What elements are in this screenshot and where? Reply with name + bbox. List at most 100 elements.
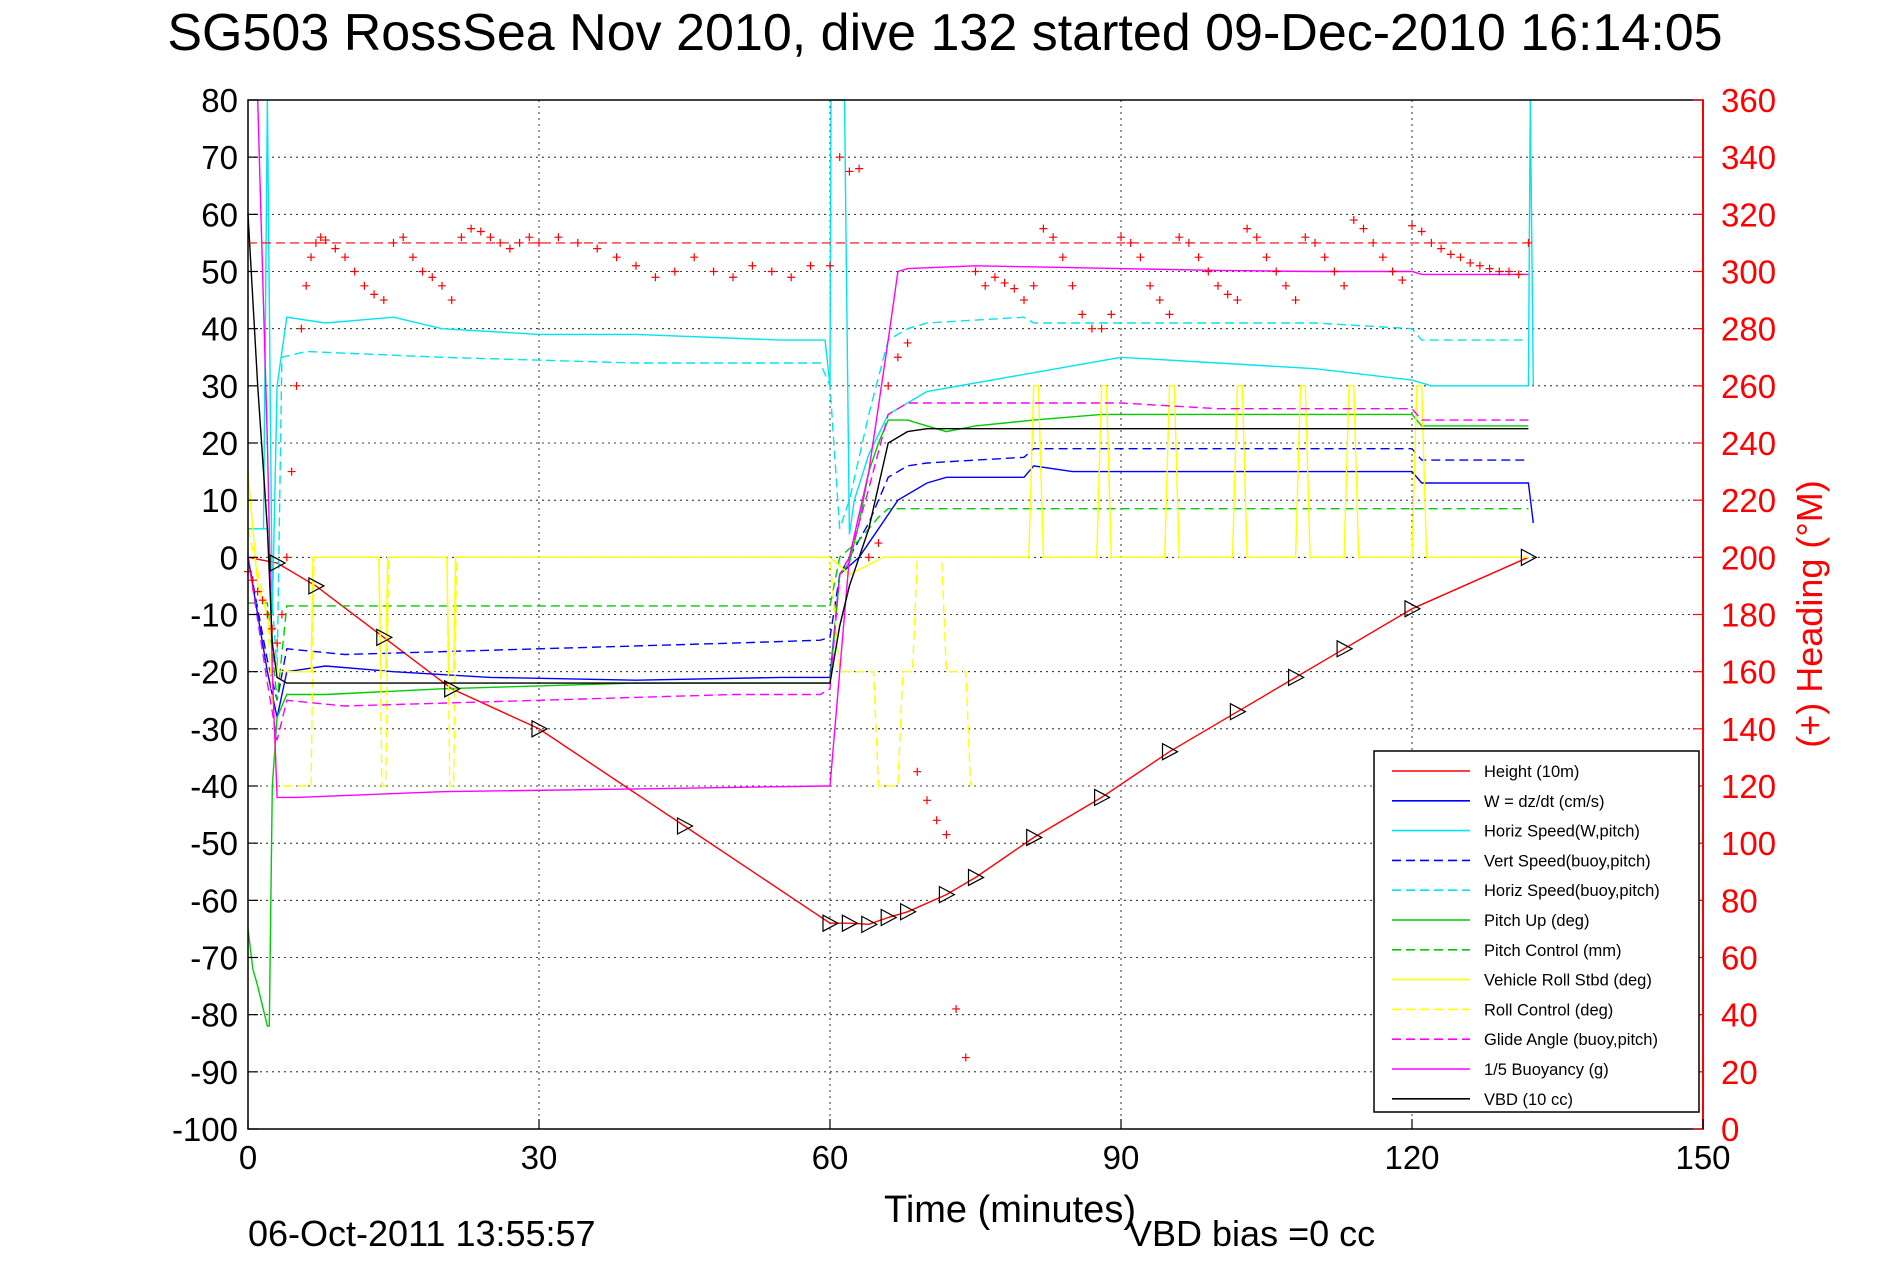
heading-point xyxy=(1369,238,1378,247)
heading-point xyxy=(1223,290,1232,299)
heading-point xyxy=(1359,224,1368,233)
heading-point xyxy=(1097,324,1106,333)
y-tick-label: 0 xyxy=(220,539,238,576)
heading-point xyxy=(1010,284,1019,293)
legend-label: VBD (10 cc) xyxy=(1484,1091,1573,1109)
height-marker xyxy=(1161,742,1179,761)
y-right-tick-label: 60 xyxy=(1721,940,1758,977)
y-right-tick-label: 340 xyxy=(1721,139,1776,176)
heading-point xyxy=(1058,253,1067,262)
y-tick-label: -100 xyxy=(172,1111,238,1148)
series-line-5 xyxy=(247,413,1529,1027)
tick-marks xyxy=(247,99,1704,1130)
height-marker xyxy=(841,914,859,933)
heading-point xyxy=(787,273,796,282)
y-right-tick-label: 160 xyxy=(1721,654,1776,691)
y-tick-label: -90 xyxy=(190,1054,238,1091)
heading-point xyxy=(845,167,854,176)
heading-point xyxy=(258,596,267,605)
heading-point xyxy=(1446,250,1455,259)
y-right-tick-label: 140 xyxy=(1721,711,1776,748)
series-line-8 xyxy=(247,528,972,787)
height-marker xyxy=(1336,639,1354,658)
heading-point xyxy=(1456,253,1465,262)
heading-point xyxy=(1262,253,1271,262)
heading-point xyxy=(554,233,563,242)
y-tick-label: -60 xyxy=(190,882,238,919)
height-marker xyxy=(1229,702,1247,721)
y-right-tick-label: 260 xyxy=(1721,368,1776,405)
x-tick-label: 120 xyxy=(1384,1139,1439,1176)
heading-point xyxy=(670,267,679,276)
heading-point xyxy=(855,164,864,173)
heading-point xyxy=(1039,224,1048,233)
heading-point xyxy=(1311,238,1319,247)
y-tick-label: -80 xyxy=(190,997,238,1034)
heading-point xyxy=(287,467,296,476)
heading-point xyxy=(1155,296,1164,305)
heading-point xyxy=(1524,238,1533,247)
heading-point xyxy=(1068,281,1077,290)
heading-point xyxy=(835,153,844,162)
heading-point xyxy=(370,290,379,299)
heading-point xyxy=(981,281,990,290)
heading-point xyxy=(476,227,485,236)
heading-point xyxy=(1330,267,1339,276)
heading-point xyxy=(1320,253,1329,262)
height-marker xyxy=(1094,788,1111,807)
legend-box xyxy=(1373,750,1700,1113)
y-right-tick-label: 320 xyxy=(1721,196,1776,233)
heading-point xyxy=(1252,233,1261,242)
series-line-4 xyxy=(248,316,1529,672)
heading-point xyxy=(1378,253,1387,262)
heading-point xyxy=(525,233,534,242)
y-tick-label: -70 xyxy=(190,940,238,977)
heading-point xyxy=(1408,221,1416,230)
height-marker xyxy=(376,628,394,647)
heading-point xyxy=(1291,296,1300,305)
heading-point xyxy=(632,261,640,270)
heading-point xyxy=(1107,310,1116,319)
series-line-1 xyxy=(247,465,1534,718)
heading-point xyxy=(1427,238,1436,247)
y-tick-label: 80 xyxy=(201,82,238,119)
y-right-axis-ticks: 3603403203002802602402202001801601401201… xyxy=(1721,82,1776,1148)
series-line-9 xyxy=(247,402,1529,741)
heading-point xyxy=(273,639,282,648)
heading-point xyxy=(932,816,941,825)
y-tick-label: 20 xyxy=(201,425,238,462)
heading-point xyxy=(1340,281,1349,290)
heading-point xyxy=(748,261,757,270)
heading-point xyxy=(292,381,301,390)
heading-point xyxy=(248,576,257,585)
y-right-tick-label: 100 xyxy=(1721,825,1776,862)
legend-label: Glide Angle (buoy,pitch) xyxy=(1484,1031,1658,1049)
heading-point xyxy=(457,233,466,242)
vbd-bias-footer: VBD bias =0 cc xyxy=(1128,1213,1375,1254)
y-right-tick-label: 0 xyxy=(1721,1111,1739,1148)
heading-point xyxy=(1049,233,1058,242)
x-tick-label: 0 xyxy=(239,1139,257,1176)
height-marker xyxy=(1288,668,1305,687)
heading-point xyxy=(1485,264,1494,273)
heading-point xyxy=(729,273,737,282)
heading-point xyxy=(1243,224,1252,233)
heading-point xyxy=(418,267,427,276)
heading-point xyxy=(923,796,931,805)
series-line-3 xyxy=(247,448,1529,701)
heading-point xyxy=(806,261,815,270)
heading-point xyxy=(1514,270,1523,279)
heading-point xyxy=(515,238,524,247)
heading-point xyxy=(1117,233,1125,242)
height-marker xyxy=(1404,599,1422,618)
heading-point xyxy=(1194,253,1203,262)
heading-point xyxy=(297,324,306,333)
heading-point xyxy=(1204,267,1213,276)
legend-label: Height (10m) xyxy=(1484,763,1579,781)
chart-title: SG503 RossSea Nov 2010, dive 132 started… xyxy=(167,4,1722,62)
series-line-11 xyxy=(247,214,1529,684)
heading-point xyxy=(467,224,476,233)
y-right-tick-label: 280 xyxy=(1721,311,1776,348)
y-tick-label: -30 xyxy=(190,711,238,748)
